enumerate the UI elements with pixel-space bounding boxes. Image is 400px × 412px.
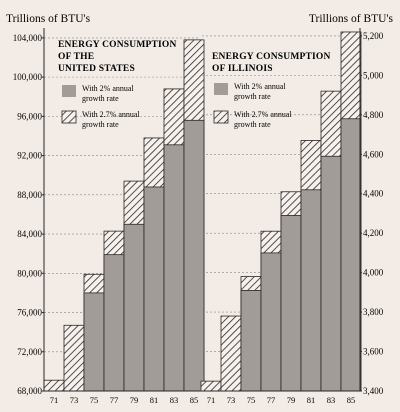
us-y-tick-label: 96,000	[17, 111, 42, 121]
il-bar-2pct-77	[260, 252, 282, 392]
il-bar-2pct-79	[280, 215, 302, 392]
us-y-tick-label: 88,000	[17, 190, 42, 200]
il-x-tick-label: 71	[207, 395, 216, 405]
us-y-ticks: 68,000 72,000 76,000 80,000 84,000 88,000 92,0…	[13, 33, 44, 396]
il-x-tick-label: 83	[327, 395, 336, 405]
us-y-tick-label: 104,000	[13, 33, 43, 43]
il-y-tick-label: 5,200	[363, 31, 384, 41]
il-x-tick-label: 81	[307, 395, 316, 405]
il-x-tick-label: 85	[347, 395, 356, 405]
us-x-tick-label: 79	[130, 395, 139, 405]
us-x-tick-label: 73	[70, 395, 79, 405]
us-bar-2pct-85	[183, 119, 205, 392]
us-legend-27pct-line-1: With 2.7% annual	[82, 110, 140, 119]
il-bar-2pct-81	[300, 189, 322, 392]
us-x-tick-label: 83	[170, 395, 179, 405]
il-legend-2pct-line-1: With 2% annual	[234, 82, 286, 91]
il-bar-2pct-85	[340, 118, 362, 392]
us-legend-swatch-27pct	[61, 110, 77, 124]
il-y-tick-label: 4,400	[363, 189, 384, 199]
us-bar-2pct-79	[123, 223, 145, 392]
il-legend-swatch-27pct	[213, 110, 229, 124]
us-y-tick-label: 84,000	[17, 229, 42, 239]
us-x-tick-label: 71	[50, 395, 59, 405]
il-bar-2.7pct-71	[200, 380, 222, 392]
us-y-tick-label: 80,000	[17, 268, 42, 278]
us-legend-27pct-line-2: growth rate	[82, 120, 119, 129]
il-bar-2pct-83	[320, 155, 342, 392]
us-legend-2pct-line-2: growth rate	[82, 94, 119, 103]
us-bar-2pct-77	[103, 254, 125, 392]
us-x-tick-label: 77	[110, 395, 119, 405]
il-y-unit-label: Trillions of BTU's	[309, 13, 394, 25]
il-bar-2pct-75	[240, 289, 262, 392]
us-y-tick-label: 72,000	[17, 347, 42, 357]
us-legend-2pct-line-1: With 2% annual	[82, 84, 134, 93]
il-y-tick-label: 3,600	[363, 347, 384, 357]
us-title-line-3: UNITED STATES	[58, 64, 135, 74]
il-x-tick-label: 77	[267, 395, 276, 405]
us-bars	[43, 39, 205, 392]
us-chart: Trillions of BTU's 68,000 72,000 76,000 80,…	[6, 13, 205, 405]
il-y-tick-label: 3,400	[363, 386, 384, 396]
il-y-tick-label: 3,800	[363, 307, 384, 317]
us-title-line-1: ENERGY CONSUMPTION	[58, 40, 177, 50]
il-title: ENERGY CONSUMPTION OF ILLINOIS	[212, 52, 331, 74]
il-y-tick-label: 5,000	[363, 70, 384, 80]
us-y-tick-label: 68,000	[17, 386, 42, 396]
us-x-tick-label: 85	[190, 395, 199, 405]
il-y-tick-label: 4,000	[363, 268, 384, 278]
il-x-ticks: 71 73 75 77 79 81 83 85	[207, 395, 356, 405]
us-x-tick-label: 81	[150, 395, 159, 405]
us-title-line-2: OF THE	[58, 52, 94, 62]
il-legend: With 2% annual growth rate With 2.7% ann…	[213, 82, 292, 129]
us-legend-swatch-2pct	[62, 85, 76, 97]
il-legend-27pct-line-1: With 2.7% annual	[234, 110, 292, 119]
il-title-line-1: ENERGY CONSUMPTION	[212, 52, 331, 62]
us-x-ticks: 71 73 75 77 79 81 83 85	[50, 395, 199, 405]
us-bar-2.7pct-71	[43, 379, 65, 392]
us-y-tick-label: 100,000	[13, 72, 43, 82]
il-legend-2pct-line-2: growth rate	[234, 92, 271, 101]
il-bar-2.7pct-73	[220, 315, 242, 392]
us-y-unit-label: Trillions of BTU's	[6, 13, 91, 25]
us-bar-2pct-81	[143, 186, 165, 392]
us-y-tick-label: 76,000	[17, 308, 42, 318]
il-legend-swatch-2pct	[214, 83, 228, 95]
us-x-tick-label: 75	[90, 395, 99, 405]
us-bar-2pct-75	[83, 292, 105, 392]
il-x-tick-label: 73	[227, 395, 236, 405]
il-y-tick-label: 4,200	[363, 228, 384, 238]
il-y-tick-label: 4,800	[363, 110, 384, 120]
illinois-chart: Trillions of BTU's 3,400 3,600 3,800 4,000 4…	[200, 13, 394, 405]
us-title: ENERGY CONSUMPTION OF THE UNITED STATES	[58, 40, 177, 74]
us-bar-2.7pct-73	[63, 324, 85, 392]
il-y-ticks: 3,400 3,600 3,800 4,000 4,200 4,400 4,600 4,800…	[360, 31, 384, 396]
il-title-line-2: OF ILLINOIS	[212, 64, 273, 74]
il-x-tick-label: 79	[287, 395, 296, 405]
il-y-tick-label: 4,600	[363, 149, 384, 159]
il-bars	[200, 31, 362, 392]
us-y-tick-label: 92,000	[17, 151, 42, 161]
il-legend-27pct-line-2: growth rate	[234, 120, 271, 129]
il-x-tick-label: 75	[247, 395, 256, 405]
us-bar-2pct-83	[163, 144, 185, 392]
us-legend: With 2% annual growth rate With 2.7% ann…	[61, 84, 140, 129]
